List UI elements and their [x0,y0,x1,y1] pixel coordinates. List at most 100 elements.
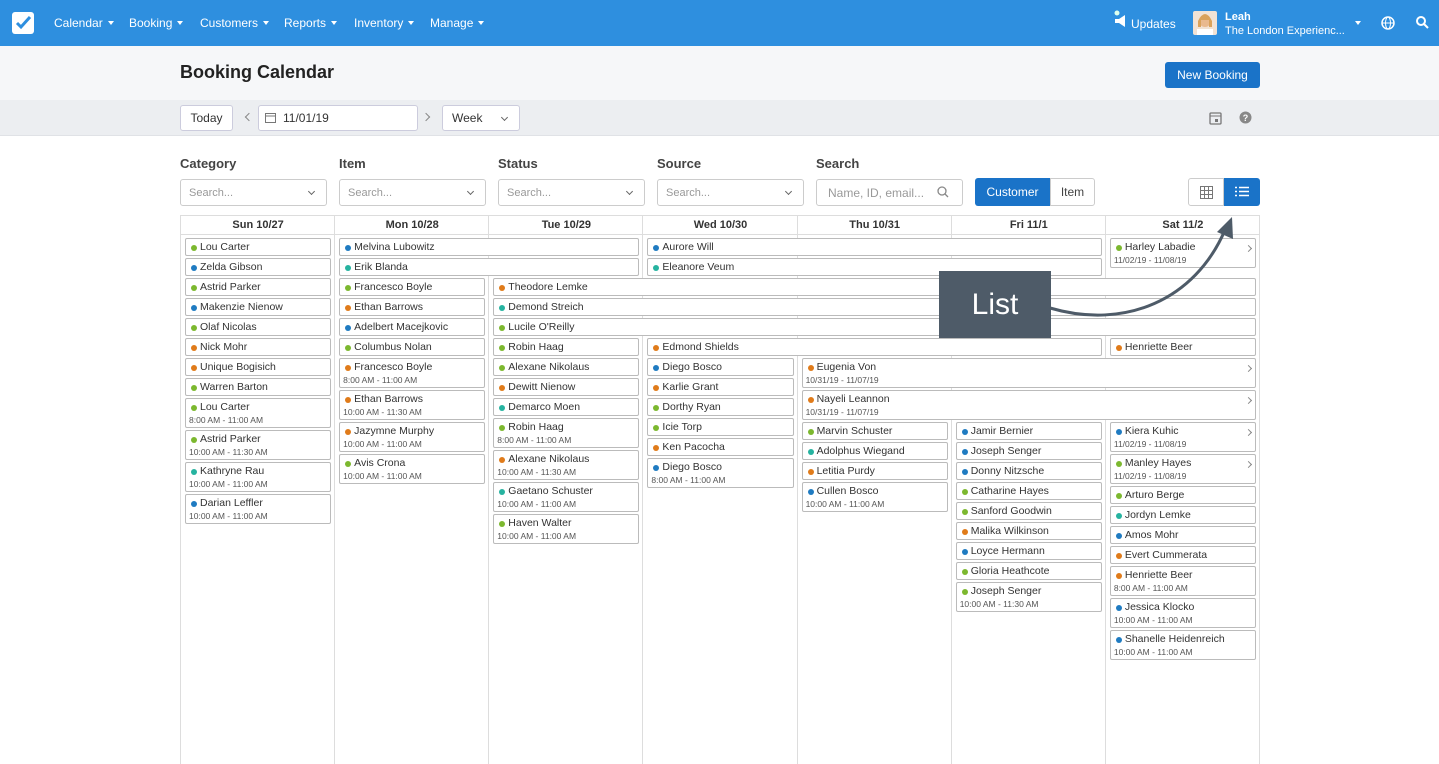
booking[interactable]: Ethan Barrows 10:00 AM - 11:30 AM [339,390,486,420]
booking-name: Theodore Lemke [508,281,588,293]
booking[interactable]: Joseph Senger [955,442,1102,460]
calendar-icon[interactable] [1209,111,1222,125]
booking[interactable]: Jamir Bernier [955,422,1102,440]
menu-item[interactable]: Manage [430,16,484,30]
menu-item[interactable]: Reports [284,16,337,30]
booking[interactable]: Loyce Hermann [955,542,1102,560]
booking[interactable]: Arturo Berge [1109,486,1256,504]
avatar[interactable] [1193,11,1217,35]
filter-input[interactable]: Search... [657,179,804,206]
booking[interactable]: Robin Haag [493,338,640,356]
booking[interactable]: Lou Carter [185,238,332,256]
help-icon[interactable]: ? [1239,111,1252,124]
booking[interactable]: Kathryne Rau 10:00 AM - 11:00 AM [185,462,332,492]
booking[interactable]: Henriette Beer 8:00 AM - 11:00 AM [1109,566,1256,596]
booking[interactable]: Diego Bosco 8:00 AM - 11:00 AM [647,458,794,488]
booking[interactable]: Nick Mohr [185,338,332,356]
booking[interactable]: Gaetano Schuster 10:00 AM - 11:00 AM [493,482,640,512]
globe-icon[interactable] [1381,16,1395,30]
booking[interactable]: Icie Torp [647,418,794,436]
booking[interactable]: Dewitt Nienow [493,378,640,396]
booking[interactable]: Nayeli Leannon 10/31/19 - 11/07/19 [801,390,1256,420]
booking[interactable]: Demarco Moen [493,398,640,416]
booking[interactable]: Darian Leffler 10:00 AM - 11:00 AM [185,494,332,524]
booking[interactable]: Jessica Klocko 10:00 AM - 11:00 AM [1109,598,1256,628]
booking[interactable]: Catharine Hayes [955,482,1102,500]
updates[interactable]: Updates [1131,17,1176,31]
menu-item[interactable]: Inventory [354,16,414,30]
booking[interactable]: Henriette Beer [1109,338,1256,356]
booking[interactable]: Makenzie Nienow [185,298,332,316]
booking[interactable]: Malika Wilkinson [955,522,1102,540]
booking[interactable]: Lou Carter 8:00 AM - 11:00 AM [185,398,332,428]
booking[interactable]: Francesco Boyle [339,278,486,296]
booking[interactable]: Gloria Heathcote [955,562,1102,580]
booking[interactable]: Sanford Goodwin [955,502,1102,520]
date-input[interactable]: 11/01/19 [258,105,418,131]
booking[interactable]: Columbus Nolan [339,338,486,356]
booking[interactable]: Lucile O'Reilly [493,318,1256,336]
booking[interactable]: Karlie Grant [647,378,794,396]
booking[interactable]: Joseph Senger 10:00 AM - 11:30 AM [955,582,1102,612]
booking[interactable]: Melvina Lubowitz [339,238,640,256]
booking[interactable]: Jordyn Lemke [1109,506,1256,524]
booking[interactable]: Marvin Schuster [801,422,948,440]
booking[interactable]: Adolphus Wiegand [801,442,948,460]
booking[interactable]: Kiera Kuhic 11/02/19 - 11/08/19 [1109,422,1256,452]
booking[interactable]: Ken Pacocha [647,438,794,456]
booking[interactable]: Alexane Nikolaus 10:00 AM - 11:30 AM [493,450,640,480]
filter-input[interactable]: Search... [180,179,327,206]
booking[interactable]: Diego Bosco [647,358,794,376]
booking[interactable]: Francesco Boyle 8:00 AM - 11:00 AM [339,358,486,388]
grid-view-button[interactable] [1188,178,1224,206]
booking[interactable]: Haven Walter 10:00 AM - 11:00 AM [493,514,640,544]
booking[interactable]: Warren Barton [185,378,332,396]
booking[interactable]: Alexane Nikolaus [493,358,640,376]
booking[interactable]: Unique Bogisich [185,358,332,376]
booking[interactable]: Astrid Parker [185,278,332,296]
booking[interactable]: Harley Labadie 11/02/19 - 11/08/19 [1109,238,1256,268]
booking[interactable]: Robin Haag 8:00 AM - 11:00 AM [493,418,640,448]
status-dot [191,345,197,351]
view-select[interactable]: Week [442,105,520,131]
next-button[interactable] [421,112,431,122]
booking[interactable]: Theodore Lemke [493,278,1256,296]
prev-button[interactable] [244,112,254,122]
menu-item[interactable]: Booking [129,16,183,30]
booking-name: Gloria Heathcote [970,565,1050,577]
status-dot [499,457,506,463]
search-icon[interactable] [1416,16,1429,29]
user-caret[interactable] [1355,21,1361,28]
booking[interactable]: Letitia Purdy [801,462,948,480]
booking[interactable]: Astrid Parker 10:00 AM - 11:30 AM [185,430,332,460]
filter-input[interactable]: Search... [498,179,645,206]
booking[interactable]: Cullen Bosco 10:00 AM - 11:00 AM [801,482,948,512]
logo[interactable] [11,11,35,35]
today-button[interactable]: Today [180,105,233,131]
booking[interactable]: Jazymne Murphy 10:00 AM - 11:00 AM [339,422,486,452]
menu-item[interactable]: Customers [200,16,269,30]
booking[interactable]: Donny Nitzsche [955,462,1102,480]
booking[interactable]: Ethan Barrows [339,298,486,316]
toggle-customer[interactable]: Customer [975,178,1050,206]
booking[interactable]: Edmond Shields [647,338,1102,356]
booking[interactable]: Amos Mohr [1109,526,1256,544]
list-view-button[interactable] [1224,178,1260,206]
booking[interactable]: Shanelle Heidenreich 10:00 AM - 11:00 AM [1109,630,1256,660]
booking[interactable]: Aurore Will [647,238,1102,256]
booking[interactable]: Erik Blanda [339,258,640,276]
new-booking-button[interactable]: New Booking [1165,62,1260,88]
booking[interactable]: Manley Hayes 11/02/19 - 11/08/19 [1109,454,1256,484]
booking[interactable]: Dorthy Ryan [647,398,794,416]
menu-item[interactable]: Calendar [54,16,114,30]
toggle-item[interactable]: Item [1050,178,1095,206]
status-dot [961,509,968,515]
booking-detail: 10:00 AM - 11:00 AM [1113,647,1193,657]
booking[interactable]: Eugenia Von 10/31/19 - 11/07/19 [801,358,1256,388]
filter-input[interactable]: Search... [339,179,486,206]
booking[interactable]: Olaf Nicolas [185,318,332,336]
booking[interactable]: Evert Cummerata [1109,546,1256,564]
booking[interactable]: Zelda Gibson [185,258,332,276]
booking[interactable]: Avis Crona 10:00 AM - 11:00 AM [339,454,486,484]
booking[interactable]: Adelbert Macejkovic [339,318,486,336]
